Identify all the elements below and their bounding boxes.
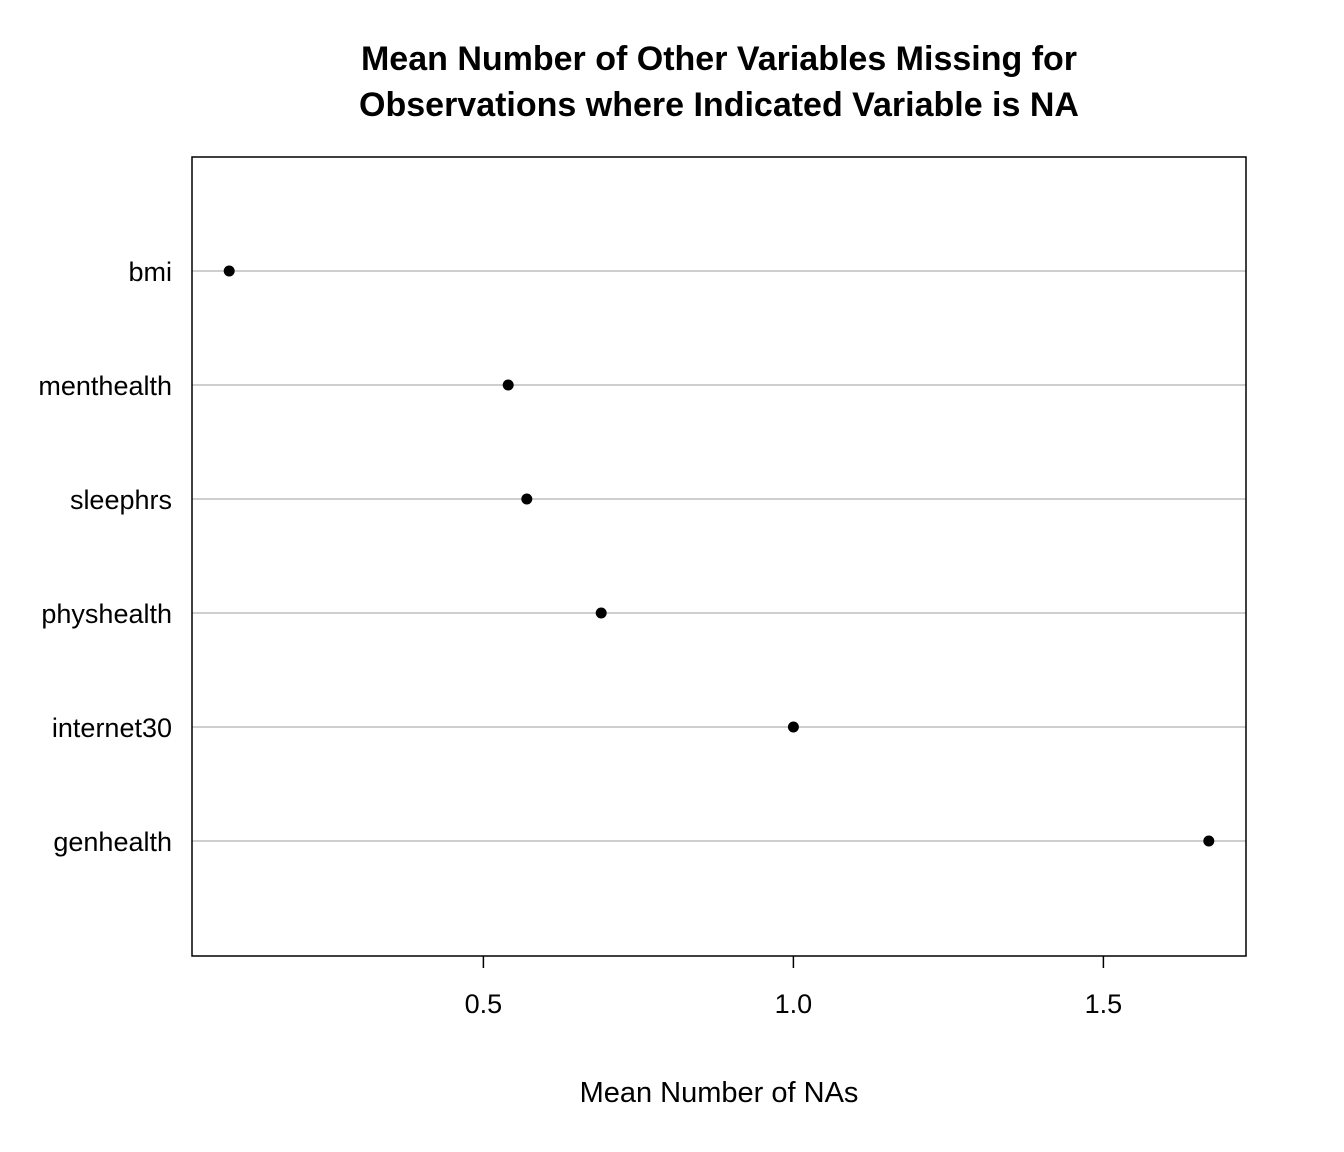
- data-point-menthealth: [502, 379, 514, 391]
- category-label-sleephrs: sleephrs: [70, 485, 172, 515]
- category-labels: bmi menthealth sleephrs physhealth internet3…: [38, 257, 172, 857]
- x-tick-label-1.5: 1.5: [1085, 989, 1123, 1019]
- category-label-menthealth: menthealth: [38, 371, 172, 401]
- category-label-internet30: internet30: [52, 713, 172, 743]
- chart-title-line-2: Observations where Indicated Variable is…: [359, 86, 1079, 124]
- gridlines: [192, 270, 1246, 842]
- x-axis-title: Mean Number of NAs: [580, 1077, 859, 1109]
- data-point-bmi: [223, 265, 235, 277]
- data-point-physhealth: [595, 607, 607, 619]
- data-point-internet30: [787, 721, 799, 733]
- x-tick-label-1.0: 1.0: [775, 989, 813, 1019]
- category-label-physhealth: physhealth: [41, 599, 172, 629]
- category-label-genhealth: genhealth: [53, 827, 172, 857]
- category-label-bmi: bmi: [128, 257, 172, 287]
- x-tick-label-0.5: 0.5: [465, 989, 503, 1019]
- data-point-sleephrs: [521, 493, 533, 505]
- data-point-genhealth: [1203, 835, 1215, 847]
- plot-frame: [191, 156, 1247, 957]
- x-axis: 0.5 1.0 1.5: [465, 956, 1123, 1019]
- data-points: [223, 265, 1215, 847]
- chart-title-line-1: Mean Number of Other Variables Missing f…: [361, 40, 1077, 78]
